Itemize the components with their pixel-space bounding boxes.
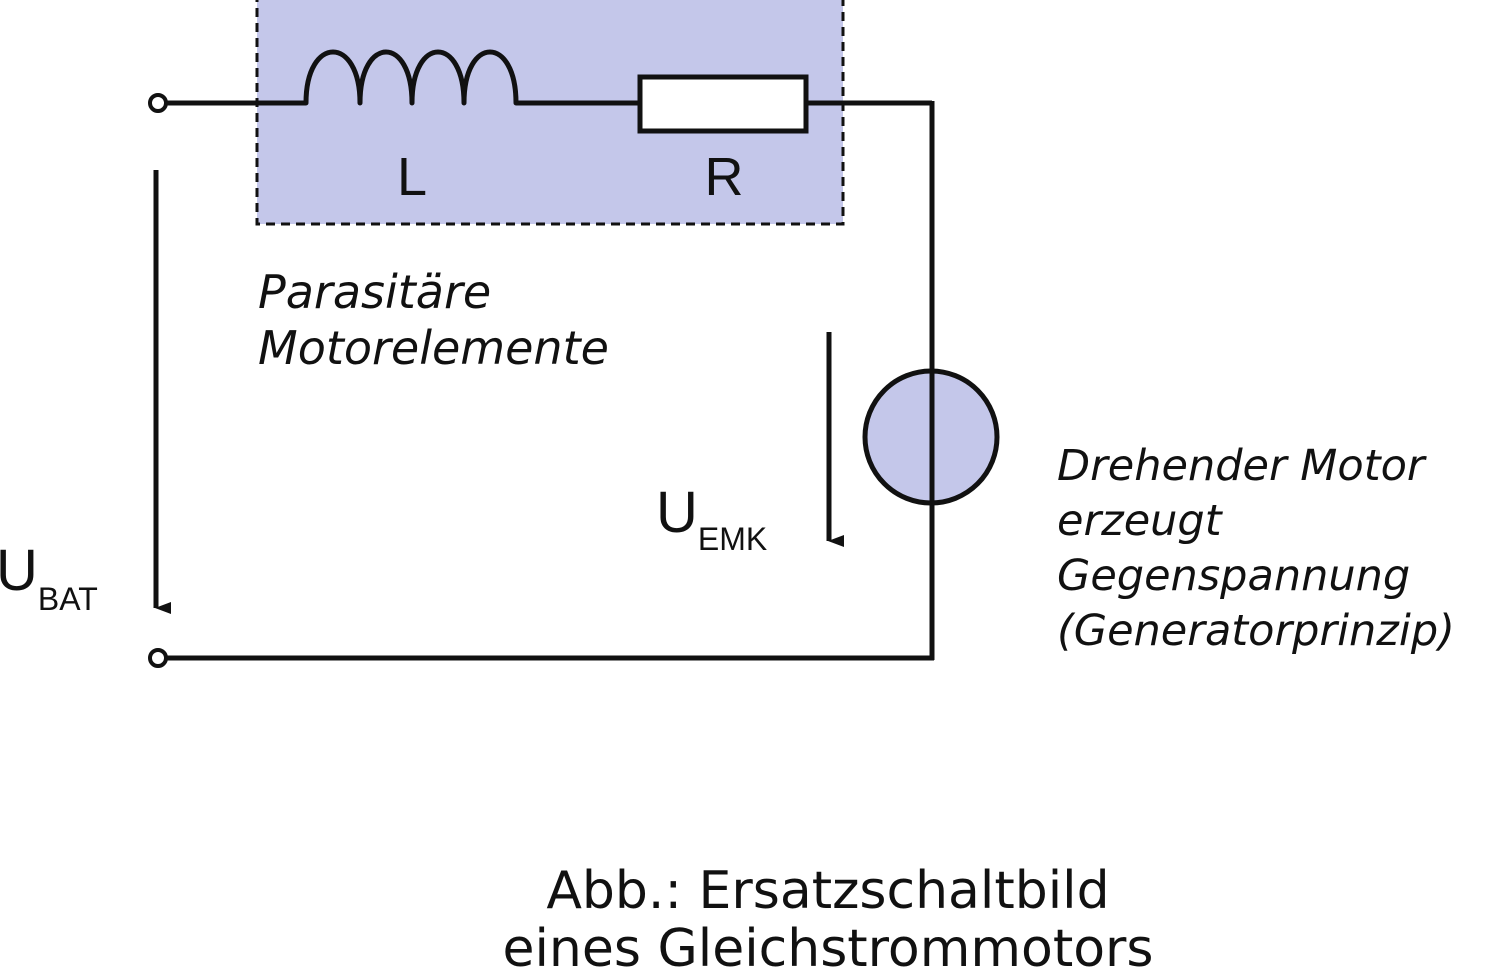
figure-caption-line2: eines Gleichstrommotors: [502, 919, 1153, 972]
motor-note-line3: Gegenspannung: [1057, 551, 1410, 601]
motor-note-line1: Drehender Motor: [1057, 441, 1427, 491]
inductor-label: L: [397, 147, 427, 207]
parasitic-label-line2: Motorelemente: [258, 321, 609, 375]
motor-note-line4: (Generatorprinzip): [1057, 606, 1455, 656]
resistor: [637, 74, 809, 134]
emf-voltage-sub: EMK: [698, 521, 767, 557]
inductor-coil: [303, 49, 519, 106]
terminal-bottom: [148, 648, 168, 668]
terminal-top: [148, 93, 168, 113]
battery-voltage-main: U: [0, 538, 38, 603]
battery-voltage-label: UBAT: [0, 538, 98, 617]
figure-caption-line1: Abb.: Ersatzschaltbild: [546, 861, 1109, 921]
resistor-label: R: [705, 147, 744, 207]
parasitic-label-line1: Parasitäre: [258, 265, 491, 319]
emf-voltage-label: UEMK: [656, 480, 767, 557]
emf-voltage-main: U: [656, 480, 698, 545]
battery-voltage-sub: BAT: [38, 581, 98, 617]
motor-note-line2: erzeugt: [1057, 496, 1224, 546]
